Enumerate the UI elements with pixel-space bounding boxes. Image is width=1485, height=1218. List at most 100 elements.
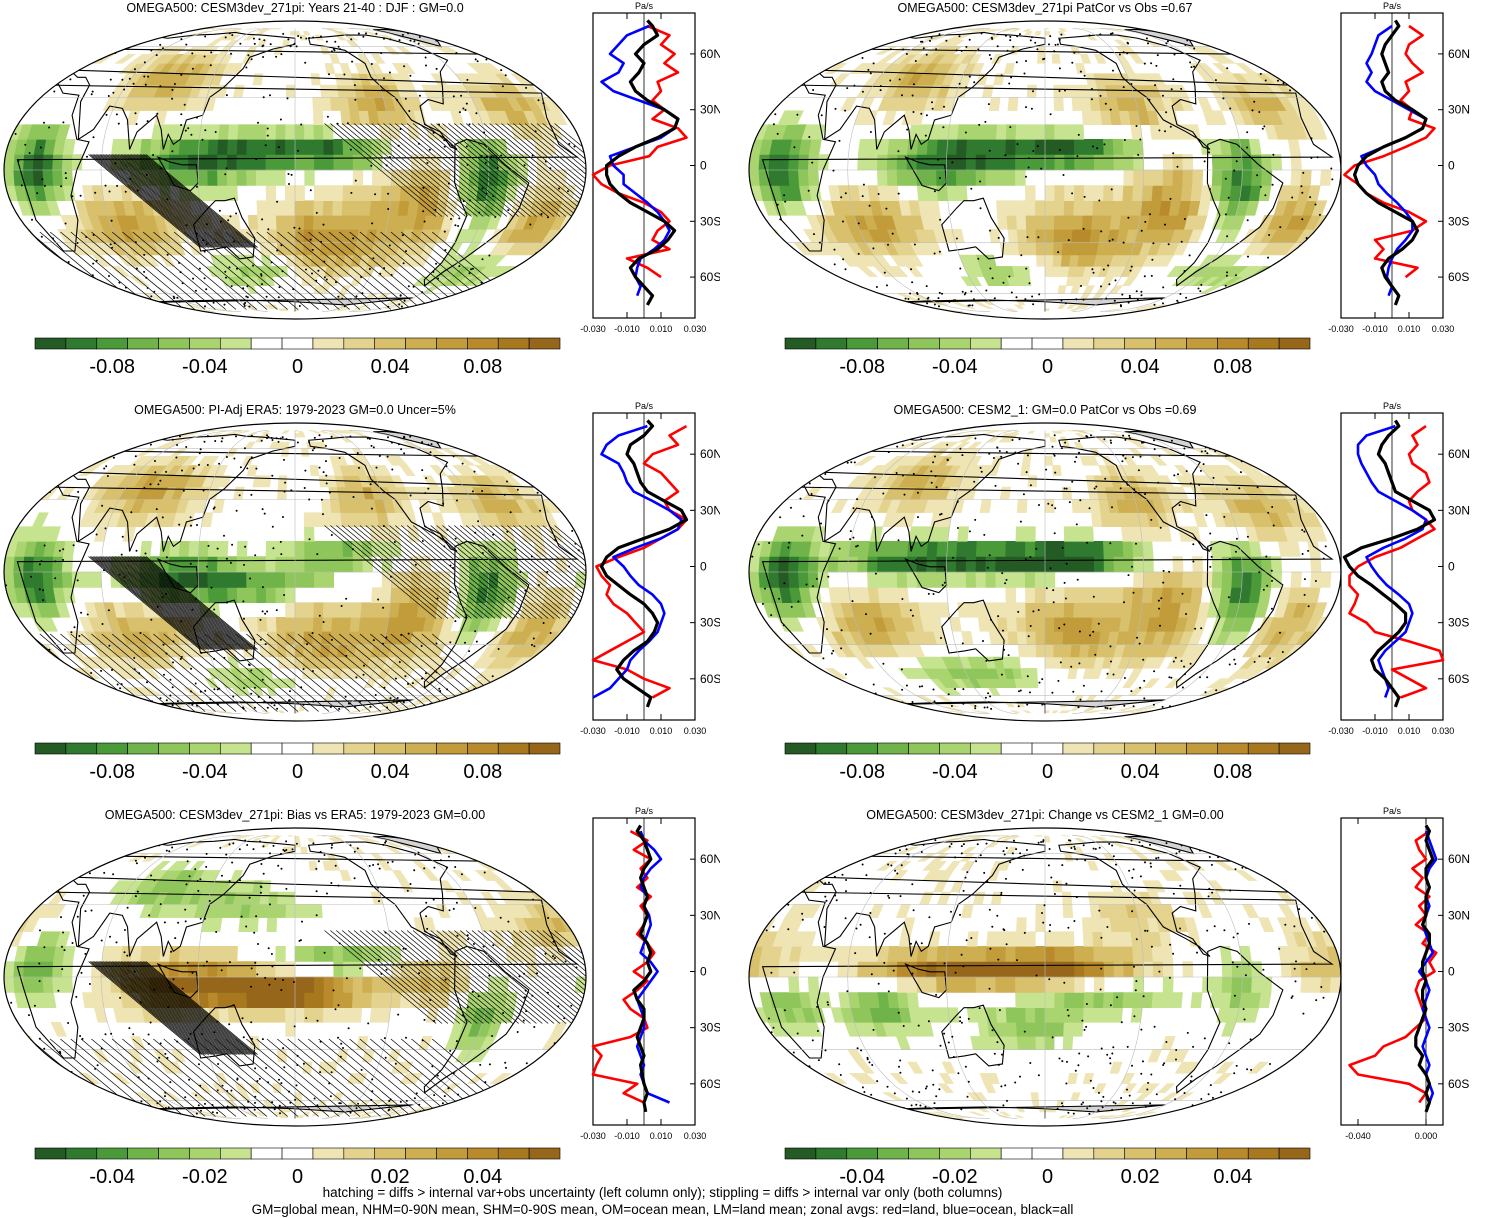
stipple-dot (68, 494, 71, 497)
field-cell (1211, 556, 1223, 573)
stipple-dot (958, 35, 961, 38)
hatch-line (324, 525, 437, 619)
stipple-dot (340, 605, 343, 607)
stipple-dot (558, 187, 561, 190)
stipple-dot (224, 173, 227, 176)
stipple-dot (377, 598, 380, 601)
stipple-dot (178, 523, 181, 526)
field-cell (1061, 644, 1073, 658)
field-cell (350, 200, 363, 216)
stipple-dot (1228, 292, 1231, 295)
stipple-dot (1155, 64, 1158, 67)
hatch-line (477, 525, 586, 619)
stipple-dot (1038, 681, 1041, 684)
field-cell (350, 602, 363, 618)
field-cell (956, 185, 968, 201)
stipple-dot (212, 301, 215, 304)
coastline-indonesia (904, 557, 948, 594)
stipple-dot (1058, 148, 1061, 151)
stipple-dot (458, 111, 461, 114)
stipple-dot (983, 706, 986, 709)
stipple-dot (176, 700, 179, 703)
field-cell (1172, 556, 1184, 573)
stipple-dot (370, 164, 373, 167)
field-cell (975, 541, 987, 557)
stipple-dot (567, 190, 569, 193)
stipple-dot (79, 194, 82, 197)
stipple-dot (471, 490, 474, 493)
longitude-line (1072, 430, 1144, 714)
field-cell (1025, 185, 1036, 201)
hatch-line (204, 231, 299, 310)
field-cell (995, 571, 1006, 588)
hatch-line (94, 154, 207, 248)
field-cell (304, 541, 315, 557)
stipple-dot (885, 207, 888, 210)
stipple-dot (295, 45, 298, 48)
stipple-dot (382, 606, 385, 609)
stipple-dot (1197, 287, 1200, 290)
field-cell (197, 556, 209, 573)
stipple-dot (986, 706, 989, 709)
field-cell (1054, 430, 1064, 434)
hatch-line (412, 123, 525, 217)
field-cell (384, 701, 404, 708)
stipple-dot (112, 694, 115, 697)
hatch-line (104, 154, 217, 248)
field-cell (371, 587, 383, 603)
field-cell (1073, 587, 1085, 603)
stipple-dot (1253, 100, 1256, 103)
field-cell (1015, 526, 1027, 542)
field-cell (294, 31, 301, 36)
field-cell (275, 200, 286, 216)
stipple-dot (225, 276, 227, 279)
hatch-line (256, 633, 350, 712)
field-cell (1024, 154, 1036, 171)
hatch-line (95, 154, 208, 248)
field-cell (1074, 556, 1085, 573)
graticule (749, 28, 1341, 312)
stipple-dot (968, 38, 971, 41)
stipple-dot (97, 286, 100, 289)
field-cell (207, 169, 218, 186)
stipple-dot (912, 305, 915, 308)
field-cell (1091, 512, 1103, 527)
stipple-dot (1153, 448, 1156, 451)
stipple-dot (1281, 651, 1284, 653)
stipple-dot (564, 105, 567, 108)
field-cell (916, 139, 929, 155)
field-cell (61, 154, 74, 171)
hatch-line (513, 123, 586, 217)
stipple-dot (333, 49, 336, 52)
field-cell (267, 631, 278, 645)
field-cell (1035, 617, 1046, 632)
field-cell (896, 169, 908, 186)
hatch-line (89, 556, 202, 650)
stipple-dot (398, 303, 401, 306)
stipple-dot (1331, 178, 1334, 181)
field-cell (294, 200, 305, 216)
stipple-dot (1109, 108, 1112, 111)
stipple-dot (330, 638, 333, 641)
stipple-dot (350, 38, 353, 41)
stipple-dot (1157, 599, 1160, 602)
field-cell (313, 124, 324, 140)
stipple-dot (101, 504, 104, 507)
stipple-dot (813, 669, 816, 672)
field-cell (1054, 541, 1065, 557)
field-cell (1044, 644, 1055, 658)
stipple-dot (1060, 33, 1063, 36)
stipple-dot (466, 78, 469, 81)
stipple-dot (1130, 690, 1133, 693)
stipple-dot (1268, 268, 1271, 271)
stipple-dot (369, 483, 372, 486)
hatch-line (318, 231, 412, 310)
field-cell (257, 617, 268, 632)
field-cell (976, 602, 989, 618)
stipple-dot (1142, 441, 1145, 444)
stipple-dot (206, 565, 209, 568)
field-cell (975, 73, 989, 86)
hatch-line (215, 633, 309, 712)
field-cell (1054, 139, 1065, 155)
stipple-dot (253, 42, 256, 45)
